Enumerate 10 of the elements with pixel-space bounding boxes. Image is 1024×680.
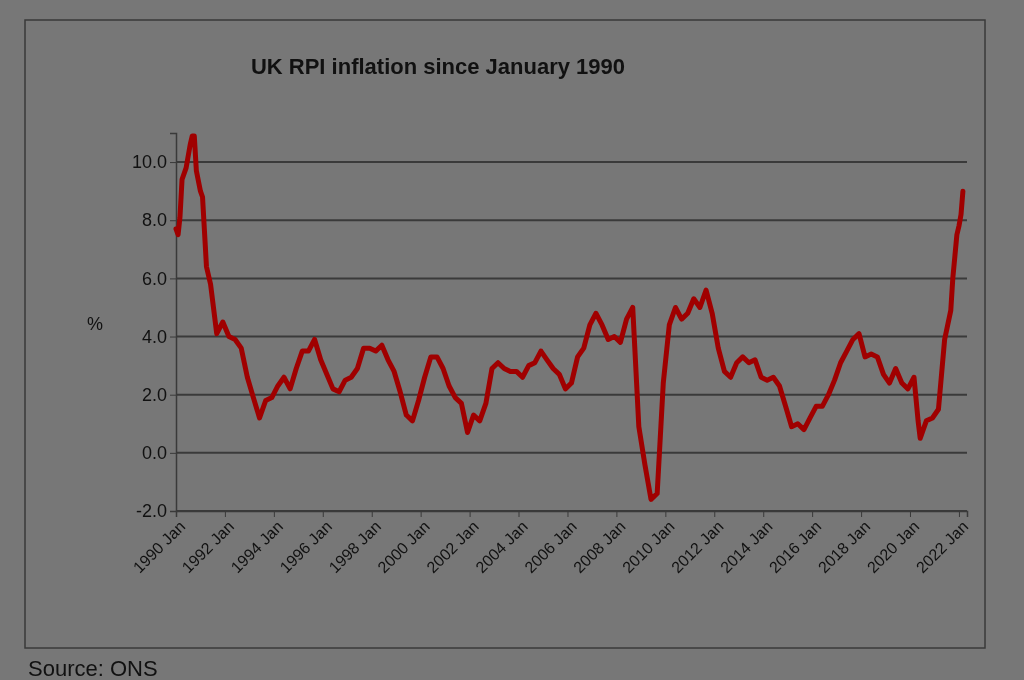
y-tick-label: 2.0: [141, 384, 167, 405]
y-tick-label: -2.0: [135, 501, 167, 522]
y-tick-label: 0.0: [141, 443, 167, 464]
y-tick-label: 6.0: [141, 268, 167, 289]
y-tick-label: 4.0: [141, 326, 167, 347]
y-axis-title: %: [86, 314, 104, 334]
y-tick-label: 8.0: [141, 210, 167, 231]
y-tick-label: 10.0: [131, 152, 167, 173]
source-note: Source: ONS: [28, 656, 158, 680]
chart-title: UK RPI inflation since January 1990: [250, 54, 626, 79]
